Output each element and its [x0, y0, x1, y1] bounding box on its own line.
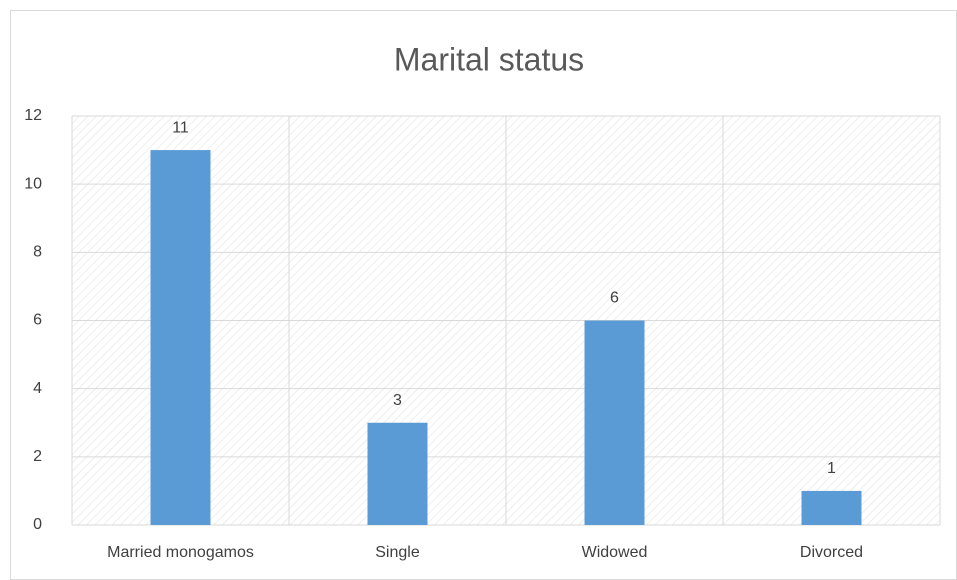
y-tick-label: 0 — [33, 516, 42, 533]
data-label: 1 — [827, 460, 836, 477]
y-tick-label: 10 — [24, 175, 42, 192]
bar — [801, 490, 862, 525]
y-tick-label: 6 — [33, 312, 42, 329]
x-tick-label: Divorced — [800, 544, 863, 561]
bar — [150, 150, 211, 526]
y-tick-label: 4 — [33, 380, 42, 397]
bar — [367, 422, 428, 525]
y-tick-label: 8 — [33, 244, 42, 261]
y-tick-label: 2 — [33, 448, 42, 465]
x-tick-label: Single — [375, 544, 420, 561]
data-label: 11 — [172, 119, 189, 136]
y-tick-label: 12 — [24, 107, 42, 124]
x-tick-label: Widowed — [582, 544, 648, 561]
bar — [584, 320, 645, 525]
x-tick-label: Married monogamos — [107, 544, 254, 561]
chart-title: Marital status — [394, 41, 584, 77]
data-label: 3 — [393, 392, 402, 409]
data-label: 6 — [610, 290, 619, 307]
